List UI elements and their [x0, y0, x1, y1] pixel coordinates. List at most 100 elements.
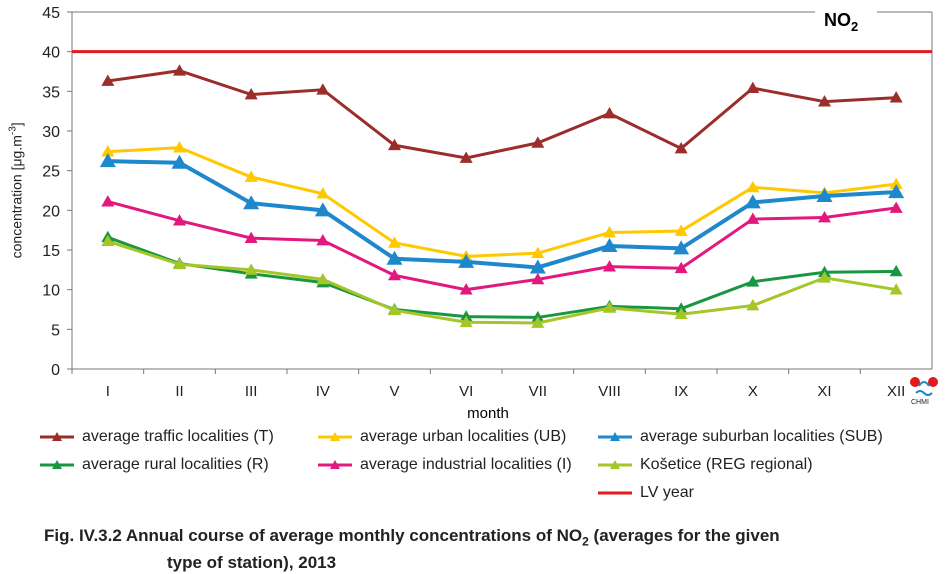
data-point-marker: [816, 188, 833, 203]
data-point-marker: [459, 151, 473, 163]
data-point-marker: [603, 107, 616, 119]
data-point-marker: [243, 195, 260, 210]
data-point-marker: [173, 141, 186, 153]
data-point-marker: [244, 263, 258, 275]
data-point-marker: [818, 271, 831, 283]
x-tick-label: VIII: [598, 383, 621, 400]
chart-title-sub: 2: [851, 19, 858, 34]
y-axis-label-main: concentration [μg.m: [8, 135, 25, 259]
data-point-marker: [459, 283, 473, 295]
data-point-marker: [388, 268, 401, 281]
data-point-marker: [603, 301, 616, 313]
legend-label: Košetice (REG regional): [640, 456, 813, 473]
data-point-marker: [746, 299, 760, 311]
legend-symbol: [598, 432, 632, 441]
x-tick-label: IX: [674, 383, 688, 400]
series-1: [101, 141, 903, 262]
data-point-marker: [173, 214, 186, 226]
data-point-marker: [101, 234, 115, 247]
data-point-marker: [173, 257, 186, 270]
caption-line1-sub: 2: [582, 534, 589, 549]
series-4: [101, 195, 903, 295]
legend-marker: [330, 432, 340, 441]
data-point-marker: [674, 141, 688, 154]
y-tick-label: 40: [42, 45, 60, 62]
logo-text: CHMI: [911, 399, 929, 406]
data-point-marker: [674, 224, 688, 236]
data-point-marker: [101, 145, 115, 157]
legend-marker: [52, 432, 62, 441]
data-point-marker: [531, 316, 545, 328]
data-point-marker: [244, 88, 258, 100]
chmi-logo-icon: [910, 377, 938, 396]
data-point-marker: [316, 187, 330, 199]
data-point-marker: [388, 236, 401, 248]
legend-item: average rural localities (R): [40, 456, 269, 474]
chart-title: NO2: [824, 10, 858, 34]
legend-label: average urban localities (UB): [360, 428, 567, 445]
y-axis-label-end: ]: [8, 122, 25, 127]
data-point-marker: [889, 91, 903, 103]
legend-symbol: [318, 432, 352, 441]
data-point-marker: [244, 170, 258, 182]
data-point-marker: [746, 81, 760, 94]
data-point-marker: [818, 210, 831, 223]
x-tick-label: II: [175, 383, 183, 400]
series-line: [107, 200, 897, 292]
x-tick-label: VI: [459, 383, 473, 400]
x-tick-label: III: [245, 383, 258, 400]
data-point-marker: [889, 264, 903, 277]
chart-title-box: NO2: [815, 3, 877, 34]
x-tick-label: XII: [887, 383, 905, 400]
legend-label: average industrial localities (I): [360, 456, 572, 473]
series-line: [107, 146, 897, 258]
y-tick-label: 20: [42, 203, 60, 220]
chart-title-main: NO: [824, 10, 851, 30]
legend-item: LV year: [598, 484, 694, 502]
data-point-marker: [603, 260, 616, 272]
data-point-marker: [458, 253, 475, 268]
y-axis-label: concentration [μg.m-3]: [8, 110, 25, 270]
data-point-marker: [531, 272, 545, 285]
data-point-marker: [744, 194, 761, 209]
data-point-marker: [101, 195, 115, 207]
figure-caption: Fig. IV.3.2 Annual course of average mon…: [44, 525, 934, 573]
data-point-marker: [601, 238, 618, 253]
series-layer: [99, 64, 905, 328]
legend-marker: [52, 460, 62, 469]
data-point-marker: [889, 201, 903, 213]
data-point-marker: [531, 136, 545, 148]
legend-item: Košetice (REG regional): [598, 456, 813, 474]
data-point-marker: [173, 64, 186, 76]
legend-symbol: [40, 460, 74, 469]
series-2: [99, 153, 905, 274]
data-point-marker: [889, 177, 903, 190]
y-tick-label: 30: [42, 124, 60, 141]
data-point-marker: [674, 261, 688, 274]
data-point-marker: [316, 272, 330, 285]
data-point-marker: [99, 153, 116, 168]
x-tick-label: X: [748, 383, 758, 400]
data-point-marker: [889, 283, 903, 295]
data-point-marker: [316, 233, 330, 246]
legend-marker: [610, 460, 620, 469]
x-tick-label: I: [106, 383, 110, 400]
data-point-marker: [316, 83, 330, 95]
legend-item: average traffic localities (T): [40, 428, 274, 446]
legend-symbol: [40, 432, 74, 441]
data-point-marker: [314, 202, 331, 217]
legend-label: average rural localities (R): [82, 456, 269, 473]
data-point-marker: [888, 184, 905, 199]
legend-symbol: [318, 460, 352, 469]
data-point-marker: [386, 250, 403, 265]
y-tick-label: 35: [42, 84, 60, 101]
series-3: [101, 230, 903, 323]
y-tick-label: 5: [51, 322, 60, 339]
chart-title-background: [815, 3, 877, 33]
y-tick-label: 0: [51, 362, 60, 379]
legend-symbol: [598, 491, 632, 495]
x-tick-label: IV: [316, 383, 330, 400]
caption-line2: type of station), 2013: [167, 553, 337, 573]
series-5: [101, 234, 903, 328]
